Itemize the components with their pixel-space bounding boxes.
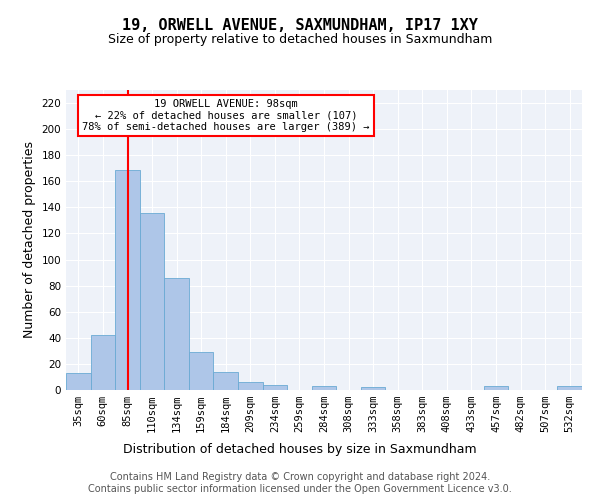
Bar xyxy=(189,352,214,390)
Text: Distribution of detached houses by size in Saxmundham: Distribution of detached houses by size … xyxy=(123,442,477,456)
Bar xyxy=(91,335,115,390)
Bar xyxy=(484,386,508,390)
Bar xyxy=(263,385,287,390)
Bar xyxy=(238,382,263,390)
Text: Size of property relative to detached houses in Saxmundham: Size of property relative to detached ho… xyxy=(108,32,492,46)
Bar xyxy=(557,386,582,390)
Bar xyxy=(115,170,140,390)
Bar xyxy=(140,212,164,390)
Bar xyxy=(361,388,385,390)
Bar xyxy=(214,372,238,390)
Y-axis label: Number of detached properties: Number of detached properties xyxy=(23,142,36,338)
Bar xyxy=(312,386,336,390)
Text: Contains HM Land Registry data © Crown copyright and database right 2024.
Contai: Contains HM Land Registry data © Crown c… xyxy=(88,472,512,494)
Text: 19, ORWELL AVENUE, SAXMUNDHAM, IP17 1XY: 19, ORWELL AVENUE, SAXMUNDHAM, IP17 1XY xyxy=(122,18,478,32)
Bar xyxy=(164,278,189,390)
Bar xyxy=(66,373,91,390)
Text: 19 ORWELL AVENUE: 98sqm
← 22% of detached houses are smaller (107)
78% of semi-d: 19 ORWELL AVENUE: 98sqm ← 22% of detache… xyxy=(82,99,370,132)
